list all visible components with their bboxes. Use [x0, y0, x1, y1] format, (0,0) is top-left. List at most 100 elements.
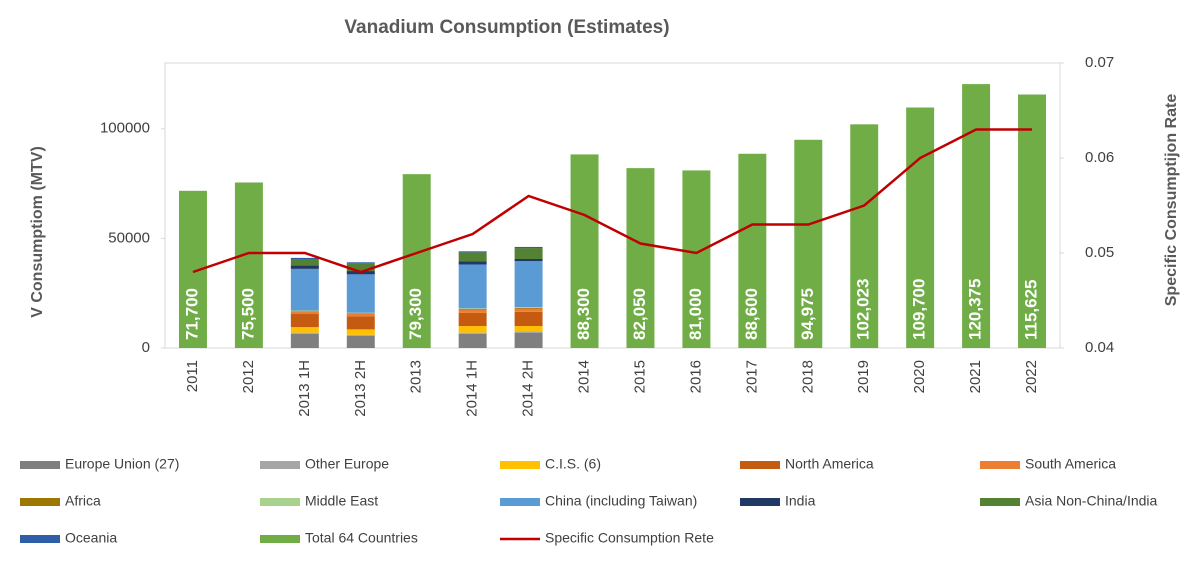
x-tick-label: 2013 2H	[352, 360, 369, 417]
bar	[346, 312, 375, 314]
bar	[402, 174, 431, 348]
bar	[290, 333, 319, 348]
line	[192, 128, 1033, 274]
x-tick-label: 2013 1H	[296, 360, 313, 417]
x-tick-label: 2014 1H	[464, 360, 481, 417]
bar	[514, 246, 543, 249]
bar	[346, 263, 375, 272]
bar	[570, 154, 599, 348]
bar	[962, 84, 991, 349]
legend-label: China (including Taiwan)	[545, 493, 697, 509]
bar	[514, 311, 543, 327]
bar	[346, 314, 375, 317]
y2-tick-label: 0.06	[1085, 149, 1114, 166]
legend-label: C.I.S. (6)	[545, 456, 601, 472]
bar	[290, 314, 319, 328]
legend-swatch	[740, 498, 780, 506]
bar	[626, 168, 655, 348]
value-label: 81,000	[686, 288, 705, 340]
legend-label: Africa	[65, 493, 101, 509]
bar	[458, 251, 487, 253]
bar	[514, 307, 543, 309]
value-label: 115,625	[1022, 279, 1041, 340]
legend-label: Specific Consumption Rete	[545, 530, 714, 546]
value-label: 75,500	[238, 288, 257, 340]
y2-axis-title: Specific Consumptijon Rate	[1163, 94, 1180, 307]
legend-swatch	[260, 498, 300, 506]
bar	[346, 262, 375, 264]
bar	[290, 311, 319, 315]
bar	[346, 334, 375, 336]
x-tick-label: 2016	[687, 360, 704, 393]
bar	[514, 331, 543, 333]
bar	[850, 124, 879, 348]
legend-swatch	[980, 498, 1020, 506]
bar	[458, 264, 487, 309]
legend-label: Europe Union (27)	[65, 456, 179, 472]
legend-label: Middle East	[305, 493, 378, 509]
legend-label: Asia Non-China/India	[1025, 493, 1158, 509]
chart-title: Vanadium Consumption (Estimates)	[344, 17, 669, 38]
bar	[1018, 94, 1047, 348]
bar	[682, 170, 711, 348]
value-label: 79,300	[406, 288, 425, 340]
bar	[738, 153, 767, 348]
legend-swatch	[500, 498, 540, 506]
bar	[346, 313, 375, 315]
legend-label: North America	[785, 456, 874, 472]
y2-tick-label: 0.05	[1085, 244, 1114, 261]
value-label: 88,600	[742, 288, 761, 340]
x-tick-label: 2015	[631, 360, 648, 393]
x-tick-label: 2014 2H	[520, 360, 537, 417]
x-tick-label: 2014	[576, 360, 593, 393]
value-label: 88,300	[574, 288, 593, 340]
x-tick-label: 2022	[1023, 360, 1040, 393]
bar	[290, 265, 319, 269]
bar	[290, 268, 319, 311]
bar	[458, 308, 487, 310]
bar	[794, 139, 823, 348]
value-label: 102,023	[854, 279, 873, 340]
x-tick-label: 2020	[911, 360, 928, 393]
bar	[458, 308, 487, 309]
legend-label: Other Europe	[305, 456, 389, 472]
bar	[234, 182, 263, 348]
legend-swatch	[20, 535, 60, 543]
x-tick-label: 2011	[184, 360, 201, 392]
x-tick-label: 2021	[967, 360, 984, 393]
x-tick-label: 2013	[408, 360, 425, 393]
legend-label: South America	[1025, 456, 1116, 472]
bar	[514, 258, 543, 262]
bar	[346, 316, 375, 330]
legend-swatch	[260, 535, 300, 543]
bar	[346, 274, 375, 313]
value-label: 109,700	[910, 279, 929, 340]
bar	[458, 326, 487, 333]
bar	[290, 311, 319, 312]
value-label: 120,375	[966, 279, 985, 340]
bar	[514, 307, 543, 308]
y-tick-label: 100000	[100, 120, 150, 137]
y2-tick-label: 0.07	[1085, 54, 1114, 71]
legend-label: India	[785, 493, 816, 509]
legend-swatch	[500, 461, 540, 469]
legend-swatch	[740, 461, 780, 469]
legend-swatch	[260, 461, 300, 469]
bar	[346, 335, 375, 348]
bar	[290, 332, 319, 334]
bar	[514, 261, 543, 308]
y-tick-label: 0	[142, 339, 150, 356]
plot-area	[164, 62, 1061, 349]
bar	[514, 248, 543, 259]
bar	[458, 332, 487, 334]
legend-label: Total 64 Countries	[305, 530, 418, 546]
x-tick-label: 2012	[240, 360, 257, 393]
bar	[458, 309, 487, 313]
y-axis-title: V Consumptiom (MTV)	[29, 146, 46, 318]
bar	[514, 332, 543, 348]
bar	[346, 329, 375, 335]
x-tick-label: 2018	[799, 360, 816, 393]
legend-swatch	[980, 461, 1020, 469]
legend-swatch	[20, 498, 60, 506]
